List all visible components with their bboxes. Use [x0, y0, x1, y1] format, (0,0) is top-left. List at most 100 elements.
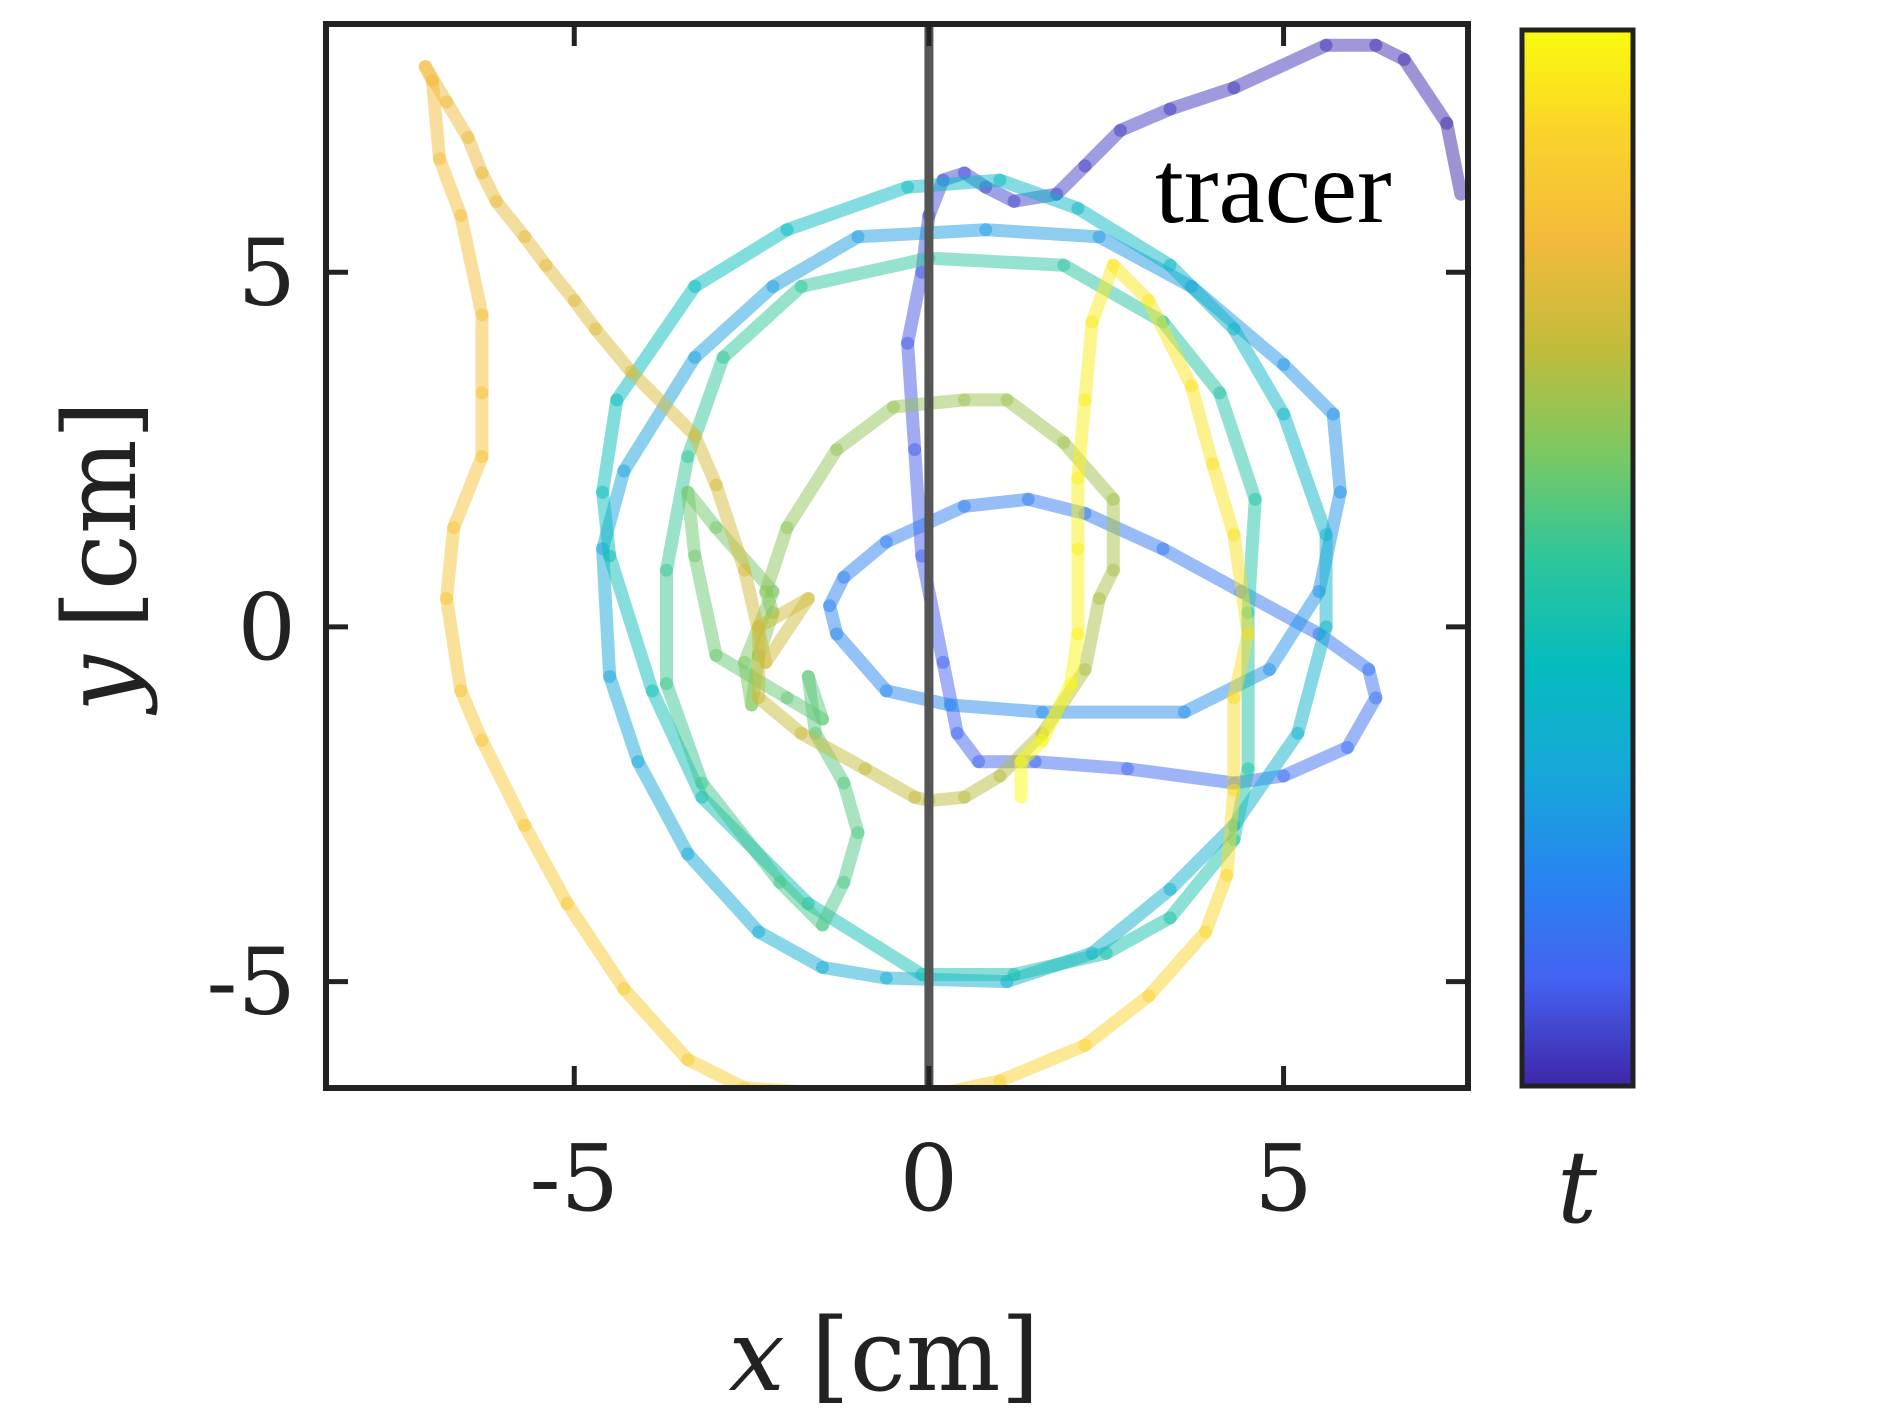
- trajectory-segment: [1064, 627, 1085, 691]
- y-tick-label: 0: [237, 574, 296, 681]
- trajectory-segment: [603, 670, 645, 769]
- trajectory-segment: [759, 592, 815, 669]
- trajectory-segment: [688, 549, 723, 662]
- trajectory-segment: [1078, 123, 1127, 173]
- trajectory-segment: [1078, 989, 1156, 1052]
- trajectory-segment: [440, 592, 468, 698]
- trajectory-segment: [908, 443, 929, 563]
- trajectory-segment: [716, 280, 808, 364]
- trajectory-segment: [709, 478, 751, 577]
- trajectory-segment: [433, 152, 468, 222]
- trajectory-segment: [1220, 783, 1241, 882]
- trajectory-segment: [454, 209, 489, 322]
- y-tick-label: -5: [206, 929, 296, 1036]
- trajectory-segment: [873, 1085, 956, 1088]
- trajectory-segment: [610, 280, 702, 407]
- plot-area-frame: [323, 21, 1471, 1091]
- trajectory-segment: [1184, 379, 1220, 471]
- trajectory-segment: [1291, 620, 1333, 740]
- trajectory-segment: [837, 826, 865, 889]
- trajectory-segment: [993, 173, 1085, 215]
- trajectory-segment: [957, 769, 1007, 804]
- trajectory-segment: [617, 350, 702, 478]
- trajectory-segment: [922, 251, 1071, 272]
- trajectory-segment: [1071, 393, 1092, 485]
- trajectory-segment: [816, 875, 851, 932]
- x-axis-title: x [cm]: [728, 1297, 1039, 1414]
- trajectory-segment: [1007, 946, 1113, 981]
- trajectory-segment: [1142, 294, 1198, 393]
- trajectory-segment: [539, 258, 581, 308]
- trajectory-segment: [858, 762, 922, 804]
- trajectory-segment: [1085, 258, 1120, 329]
- trajectory-segment: [1440, 116, 1468, 201]
- trajectory-segment: [816, 960, 893, 985]
- trajectory-segment: [943, 698, 1049, 719]
- trajectory-segment: [1142, 925, 1213, 1003]
- trajectory-segment: [560, 897, 631, 996]
- trajectory-segment: [837, 776, 865, 840]
- trajectory-segment: [617, 982, 695, 1067]
- trajectory-segment: [624, 365, 702, 442]
- x-axis-ticks: -5 0 5: [529, 24, 1313, 1232]
- trajectory-segment: [440, 521, 461, 606]
- trajectory-segment: [660, 677, 709, 790]
- trajectory-segment: [766, 230, 865, 293]
- trajectory-segment: [1078, 315, 1099, 407]
- trajectory-segment: [780, 691, 829, 726]
- trajectory-segment: [1277, 358, 1340, 421]
- colorbar: [1519, 27, 1636, 1089]
- trajectory-segment: [1028, 755, 1134, 776]
- y-tick-label: 5: [237, 219, 296, 326]
- trajectory-segment: [1206, 457, 1241, 542]
- trajectory-segment: [681, 485, 723, 535]
- trajectory-segment: [440, 95, 475, 144]
- trajectory-segment: [830, 400, 900, 457]
- trajectory-segment: [759, 521, 794, 598]
- trajectory-segment: [596, 485, 617, 563]
- x-tick-label: -5: [529, 1125, 619, 1232]
- x-tick-label: 0: [900, 1125, 959, 1232]
- trajectory-segment: [773, 875, 829, 932]
- trajectory-segment: [1050, 159, 1092, 201]
- trajectory-segment: [901, 336, 922, 457]
- trajectory-segment: [1177, 663, 1276, 719]
- trajectory-segment: [1113, 102, 1177, 137]
- trajectory-segment: [738, 563, 773, 669]
- trajectory-segment: [1057, 436, 1120, 506]
- trajectory-segment: [752, 691, 808, 740]
- trajectory-segment: [1106, 258, 1156, 308]
- trajectory-segment: [589, 322, 638, 379]
- x-tick-label: 5: [1254, 1125, 1313, 1232]
- trajectory-segment: [879, 684, 957, 712]
- trajectory-segment: [1241, 492, 1262, 620]
- trajectory-segment: [660, 450, 695, 577]
- trajectory-segment: [1213, 386, 1262, 506]
- trajectory-segment: [1277, 407, 1333, 542]
- trajectory-segment: [901, 265, 929, 350]
- trajectory-segment: [518, 819, 574, 911]
- trajectory-segment: [780, 443, 844, 535]
- trajectory-segment: [631, 755, 695, 861]
- trajectory-segment: [596, 542, 617, 684]
- trajectory-segment: [1227, 627, 1255, 705]
- trajectory-segment: [1163, 258, 1241, 336]
- trajectory-segment: [1085, 882, 1177, 960]
- trajectory-segment: [979, 223, 1106, 244]
- colorbar-label: t: [1557, 1129, 1598, 1246]
- trajectory-segment: [1340, 691, 1383, 754]
- trajectory-segment: [447, 450, 489, 535]
- trajectory-segment: [645, 684, 709, 804]
- trajectory-segment: [489, 194, 532, 244]
- trajectory-segment: [475, 733, 532, 832]
- trajectory-segment: [695, 776, 787, 889]
- trajectory-segment: [1163, 81, 1241, 116]
- trajectory-segment: [1199, 868, 1234, 939]
- trajectory-segment: [1057, 258, 1170, 329]
- y-axis-ticks: -5 0 5: [206, 219, 1468, 1036]
- trajectory-segment: [603, 549, 659, 698]
- trajectory-segment: [1326, 407, 1347, 499]
- trajectory-segment: [752, 925, 829, 974]
- trajectory-segment: [993, 1038, 1092, 1088]
- trajectory-segment: [1227, 528, 1255, 641]
